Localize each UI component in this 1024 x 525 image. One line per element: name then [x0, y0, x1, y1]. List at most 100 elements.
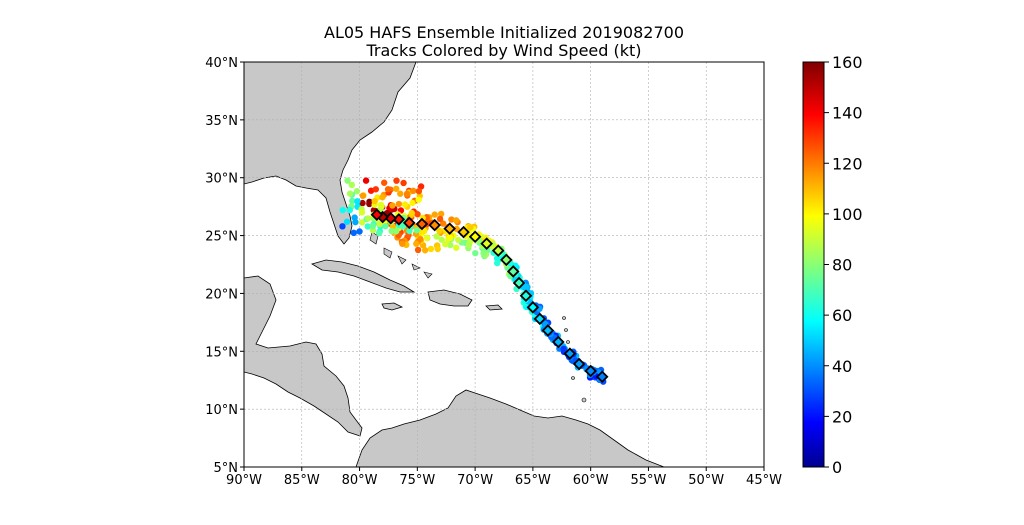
land-bahamas [369, 231, 433, 279]
ensemble-point [350, 229, 358, 237]
track-diamond [491, 244, 505, 257]
track-diamond [428, 218, 441, 232]
ensemble-point [354, 198, 361, 205]
ensemble-point [436, 215, 444, 223]
land-masses [244, 62, 665, 467]
land-puerto-rico [485, 304, 503, 311]
track-diamond [500, 253, 513, 267]
ensemble-point [415, 196, 422, 203]
ensemble-point [494, 259, 501, 267]
ensemble-point [452, 244, 460, 251]
land-central-america [244, 275, 363, 437]
x-tick-label: 80°W [342, 473, 378, 488]
track-diamond [402, 216, 416, 230]
colorbar-tick-label: 160 [832, 53, 863, 72]
ensemble-point [358, 219, 366, 226]
ensemble-point [348, 181, 356, 189]
ensemble-point [393, 185, 400, 192]
ensemble-point [467, 224, 474, 231]
ensemble-point [392, 228, 400, 235]
x-tick-label: 65°W [515, 473, 551, 488]
map-panel: 90°W 85°W 80°W 75°W 70°W 65°W 60°W 55°W 50°W 45°W… [205, 56, 782, 488]
ensemble-point [439, 220, 447, 227]
ensemble-point [436, 227, 443, 234]
colorbar: 0 20 40 60 80 100 120 140 160 [802, 53, 863, 477]
ensemble-point [369, 222, 376, 230]
ensemble-point [409, 187, 417, 195]
land-jamaica [381, 302, 404, 311]
ensemble-point [399, 240, 406, 247]
track-diamond [512, 276, 526, 290]
colorbar-gradient [802, 61, 825, 468]
ensemble-point [339, 223, 346, 230]
ensemble-point [413, 240, 420, 247]
ensemble-point [560, 345, 567, 353]
y-tick-label: 25°N [205, 230, 238, 245]
ensemble-point [379, 194, 386, 201]
land-cuba [311, 259, 416, 293]
x-tick-label: 75°W [399, 473, 435, 488]
track-diamond [519, 289, 533, 303]
ensemble-point [465, 241, 473, 249]
colorbar-tick-label: 80 [832, 256, 852, 275]
colorbar-tick-label: 140 [832, 104, 863, 123]
ensemble-point [344, 177, 351, 184]
track-diamond [443, 222, 456, 235]
colorbar-tick-label: 120 [832, 154, 863, 173]
ensemble-point [389, 202, 396, 209]
y-tick-label: 15°N [205, 345, 238, 360]
y-tick-label: 20°N [205, 287, 238, 302]
ensemble-point [438, 236, 445, 243]
ensemble-point [493, 255, 501, 262]
x-tick-label: 50°W [688, 473, 724, 488]
ensemble-point [447, 241, 454, 249]
colorbar-tick-label: 60 [832, 306, 852, 325]
track-diamond [584, 364, 597, 378]
ensemble-point [359, 199, 366, 207]
land-hispaniola [427, 289, 473, 307]
track-diamond [563, 347, 577, 360]
ensemble-point [522, 283, 529, 291]
ensemble-point [393, 177, 400, 184]
ensemble-point [427, 245, 435, 253]
y-ticks: 5°N 10°N 15°N 20°N 25°N 30°N 35°N 40°N [205, 56, 244, 476]
colorbar-tick-label: 0 [832, 458, 842, 477]
ensemble-point [382, 222, 389, 230]
ensemble-point [431, 211, 438, 218]
ensemble-point [343, 218, 351, 225]
y-tick-label: 5°N [214, 461, 239, 476]
track-diamond [595, 370, 609, 384]
ensemble-point [401, 201, 409, 208]
track-diamond [533, 312, 547, 326]
ensemble-point [480, 249, 487, 257]
ensemble-point [339, 206, 346, 214]
ensemble-point [421, 247, 429, 254]
x-tick-label: 85°W [284, 473, 320, 488]
ensemble-point [472, 249, 479, 257]
ensemble-point [359, 192, 367, 199]
ensemble-point [364, 223, 371, 230]
ensemble-point [448, 216, 455, 223]
y-tick-label: 40°N [205, 56, 238, 71]
map-subtitle: Tracks Colored by Wind Speed (kt) [366, 41, 642, 60]
ensemble-point [388, 227, 395, 235]
land-lesser-antilles [562, 316, 587, 403]
ensemble-point [413, 227, 420, 234]
ensemble-point [455, 236, 462, 244]
x-tick-label: 45°W [746, 473, 782, 488]
ensemble-point [453, 225, 460, 233]
track-diamond [468, 230, 482, 244]
ensemble-point [375, 229, 383, 237]
ensemble-point [414, 246, 422, 254]
track-diamond [541, 324, 555, 337]
ensemble-point [364, 215, 372, 222]
x-tick-label: 55°W [630, 473, 666, 488]
ensemble-point [408, 209, 416, 217]
ensemble-point [352, 218, 359, 226]
map-title: AL05 HAFS Ensemble Initialized 201908270… [324, 23, 684, 42]
ensemble-point [434, 245, 441, 253]
ensemble-point [415, 187, 423, 195]
ensemble-point [372, 186, 380, 193]
colorbar-tick-label: 40 [832, 357, 852, 376]
